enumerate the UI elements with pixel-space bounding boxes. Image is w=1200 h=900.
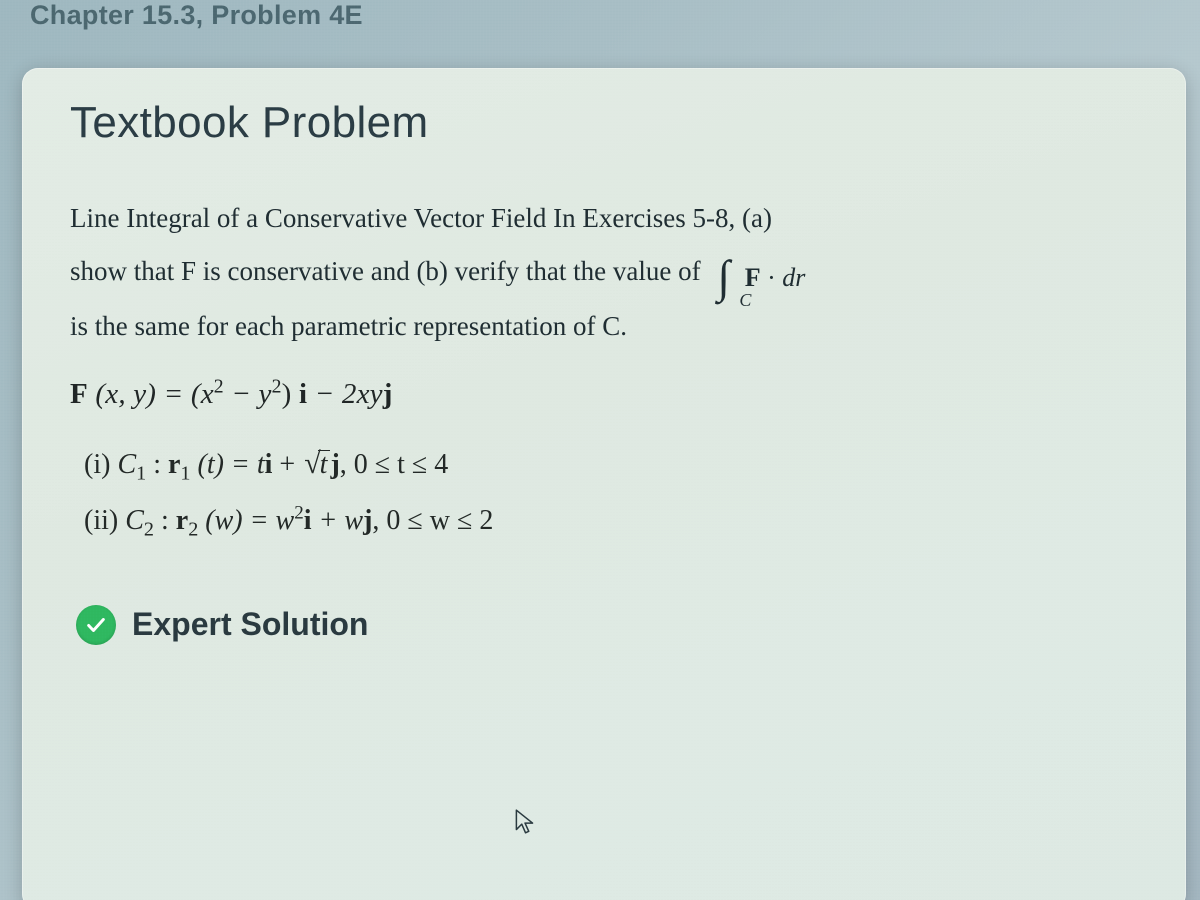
paths-list: (i) C1 : r1 (t) = ti + tj, 0 ≤ t ≤ 4 (ii… <box>84 435 1138 548</box>
p2-after: (w) = w <box>198 505 294 536</box>
p1-j: j <box>330 449 339 480</box>
problem-line-2-text: show that F is conservative and (b) veri… <box>70 256 701 286</box>
integral-dot: · <box>761 263 783 292</box>
p2-label: (ii) C <box>84 505 144 536</box>
p1-sqrt: t <box>302 435 330 494</box>
check-icon <box>76 605 116 645</box>
vector-field-equation: F (x, y) = (x2 − y2) i − 2xyj <box>70 378 1138 411</box>
p2-colon: : r <box>154 505 188 536</box>
vf-close: ) <box>282 378 299 410</box>
vf-prefix: (x, y) = (x <box>88 378 214 410</box>
expert-solution-label: Expert Solution <box>132 606 368 643</box>
cursor-icon <box>514 808 536 836</box>
p1-label: (i) C <box>84 449 136 480</box>
integral-subscript: C <box>739 283 751 318</box>
vf-mid2: − 2xy <box>307 378 383 410</box>
p1-plus: + <box>272 449 302 480</box>
vf-sup1: 2 <box>214 376 224 398</box>
p1-sub1: 1 <box>136 463 146 485</box>
vf-F: F <box>70 378 88 410</box>
integral-argument: F · dr <box>745 263 806 292</box>
p1-after: (t) = t <box>191 449 265 480</box>
integral-symbol: ∫ <box>717 259 730 296</box>
p1-colon: : r <box>146 449 180 480</box>
p2-sub2: 2 <box>188 519 198 541</box>
p2-range: , 0 ≤ w ≤ 2 <box>372 505 493 536</box>
page-root: Chapter 15.3, Problem 4E Textbook Proble… <box>0 0 1200 900</box>
problem-line-1: Line Integral of a Conservative Vector F… <box>70 192 1138 245</box>
vf-mid1: − y <box>224 378 272 410</box>
p2-j: j <box>363 505 372 536</box>
problem-statement: Line Integral of a Conservative Vector F… <box>70 192 1138 352</box>
p1-range: , 0 ≤ t ≤ 4 <box>340 449 449 480</box>
problem-line-3: is the same for each parametric represen… <box>70 300 1138 353</box>
vf-j: j <box>383 378 393 410</box>
vf-sup2: 2 <box>272 376 282 398</box>
p1-rad: t <box>318 450 331 479</box>
p2-mid: + w <box>311 505 363 536</box>
p2-sup: 2 <box>294 503 304 524</box>
vf-i: i <box>299 378 307 410</box>
integral-expression: ∫ C F · dr <box>717 251 805 304</box>
p1-sub2: 1 <box>180 463 190 485</box>
expert-solution-row[interactable]: Expert Solution <box>76 605 1138 645</box>
integral-dr: dr <box>782 263 805 292</box>
path-c1: (i) C1 : r1 (t) = ti + tj, 0 ≤ t ≤ 4 <box>84 435 1138 494</box>
path-c2: (ii) C2 : r2 (w) = w2i + wj, 0 ≤ w ≤ 2 <box>84 494 1138 549</box>
card-title: Textbook Problem <box>70 98 1138 148</box>
breadcrumb: Chapter 15.3, Problem 4E <box>30 0 363 31</box>
problem-card: Textbook Problem Line Integral of a Cons… <box>22 68 1186 900</box>
p2-sub1: 2 <box>144 519 154 541</box>
problem-line-2: show that F is conservative and (b) veri… <box>70 245 1138 300</box>
